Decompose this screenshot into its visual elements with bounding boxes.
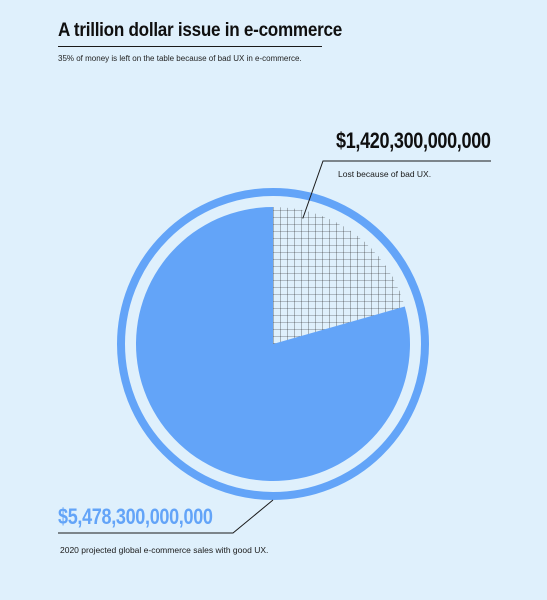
total-value-label: $5,478,300,000,000 [58,504,213,529]
lost-caption: Lost because of bad UX. [338,169,432,179]
leader-line-lost [302,160,491,219]
header: A trillion dollar issue in e-commerce 35… [58,20,342,63]
leader-line-total [58,499,274,534]
total-caption: 2020 projected global e-commerce sales w… [60,545,269,555]
lost-value-label: $1,420,300,000,000 [336,128,491,153]
title-underline [58,46,322,47]
page-title: A trillion dollar issue in e-commerce [58,20,342,41]
page-subtitle: 35% of money is left on the table becaus… [58,54,302,63]
pie-outer-ring [117,188,429,500]
pie-slice-good-ux [136,207,411,481]
pie-slice-lost [273,207,405,344]
